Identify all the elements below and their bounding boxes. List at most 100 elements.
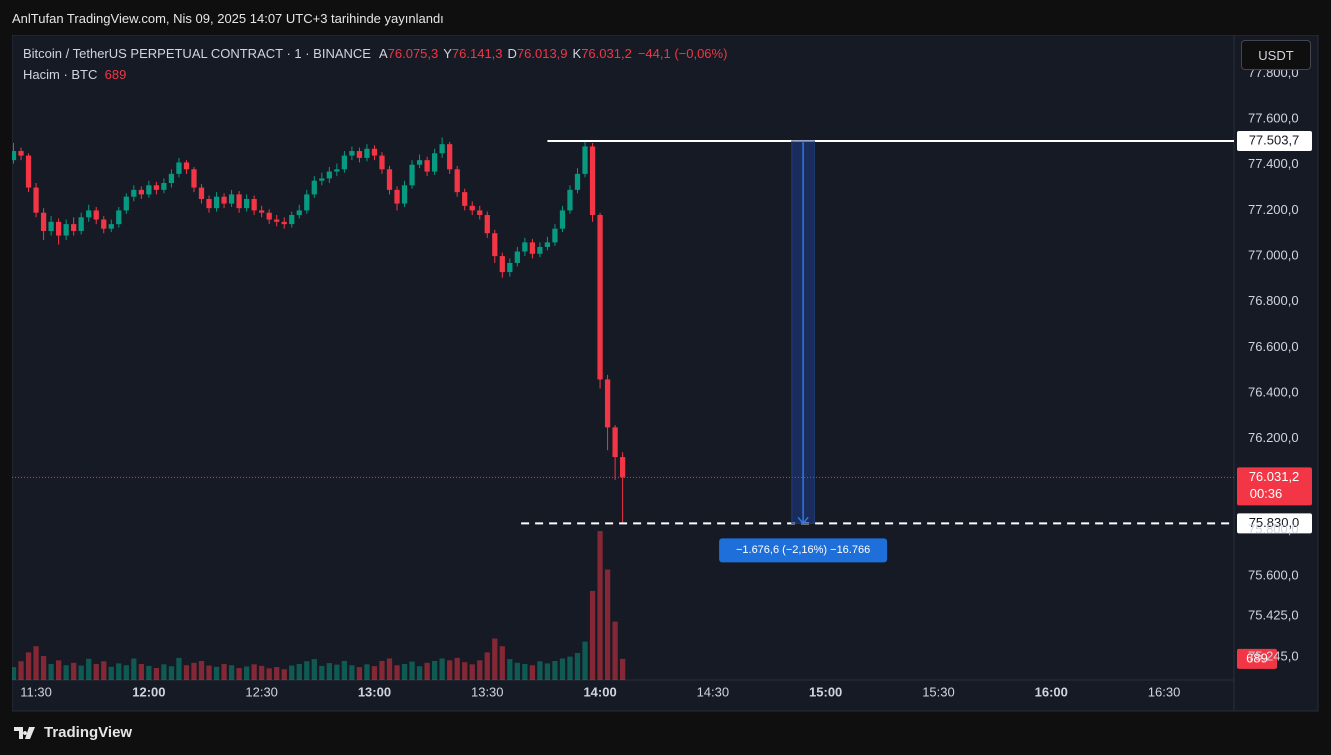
volume-bar — [431, 660, 438, 680]
volume-bar — [499, 646, 505, 680]
volume-bar — [213, 666, 220, 680]
volume-bar — [183, 665, 190, 680]
candle-body — [499, 256, 505, 273]
volume-bar — [161, 664, 167, 680]
volume-bar — [304, 661, 310, 680]
y-tick-label: 75.245,0 — [1248, 648, 1299, 663]
candle-body — [55, 221, 62, 236]
candle-body — [251, 198, 257, 211]
volume-bar — [492, 638, 498, 680]
candle-body — [484, 214, 490, 234]
ohlc-label: K — [572, 46, 582, 61]
candle-body — [86, 210, 92, 218]
candle-body — [514, 251, 520, 263]
candle-body — [522, 242, 528, 252]
volume-bar — [326, 663, 332, 680]
price-tag-text: 77.503,7 — [1249, 132, 1300, 147]
candle-body — [552, 228, 558, 243]
candle-body — [168, 173, 175, 184]
candle-body — [236, 194, 242, 209]
volume-bar — [409, 661, 415, 680]
ohlc-value: 76.031,2 — [581, 46, 632, 61]
candle-body — [559, 210, 566, 229]
volume-label: Hacim · BTC — [23, 67, 98, 82]
y-tick-label: 76.400,0 — [1248, 385, 1299, 400]
volume-bar — [529, 665, 536, 680]
volume-bar — [544, 663, 551, 680]
candle-body — [394, 189, 400, 204]
candle-body — [424, 160, 430, 172]
volume-bar — [266, 668, 272, 680]
currency-button[interactable]: USDT — [1241, 40, 1311, 70]
x-tick-label: 12:30 — [245, 684, 278, 699]
candle-body — [462, 192, 468, 206]
volume-bar — [289, 665, 295, 680]
candle-body — [439, 144, 445, 154]
candle-body — [447, 144, 453, 170]
candle-body — [266, 212, 272, 220]
volume-bar — [63, 665, 69, 680]
volume-bar — [319, 665, 325, 680]
candle-body — [221, 196, 227, 204]
volume-bar — [514, 662, 520, 680]
candle-body — [529, 242, 536, 254]
volume-bar — [93, 664, 99, 680]
candle-body — [469, 205, 475, 211]
y-tick-label: 75.600,0 — [1248, 567, 1299, 582]
volume-bar — [364, 664, 370, 680]
candle-body — [33, 187, 39, 213]
volume-bar — [507, 659, 513, 680]
candle-body — [431, 153, 438, 172]
volume-bar — [138, 664, 144, 680]
candle-body — [206, 198, 212, 209]
volume-bar — [108, 666, 114, 680]
x-tick-label: 14:00 — [583, 684, 616, 699]
volume-bar — [454, 657, 460, 680]
candle-body — [597, 214, 603, 380]
candle-body — [18, 151, 24, 156]
y-tick-label: 77.200,0 — [1248, 202, 1299, 217]
volume-bar — [228, 665, 235, 680]
candle-body — [131, 189, 137, 197]
y-tick-label: 76.600,0 — [1248, 339, 1299, 354]
price-tag — [1237, 513, 1312, 534]
candle-body — [567, 189, 573, 211]
countdown: 00:36 — [1250, 486, 1283, 501]
change: −44,1 (−0,06%) — [637, 46, 728, 61]
candle-body — [341, 155, 348, 170]
x-tick-label: 15:00 — [809, 684, 842, 699]
candle-body — [507, 262, 513, 273]
volume-bar — [146, 665, 152, 680]
candle-body — [198, 187, 205, 199]
x-tick-label: 12:00 — [132, 684, 165, 699]
volume-bar — [484, 652, 490, 680]
candle-body — [116, 210, 122, 225]
volume-bar — [559, 658, 566, 680]
candle-body — [146, 185, 152, 195]
candle-body — [409, 164, 415, 186]
candle-body — [289, 214, 295, 225]
price-tag-text: 75.830,0 — [1249, 515, 1300, 530]
ohlc-value: 76.013,9 — [516, 46, 568, 61]
volume-bar — [477, 660, 483, 680]
candle-body — [537, 246, 543, 254]
candle-body — [604, 379, 611, 428]
candle-body — [454, 169, 460, 193]
volume-bar — [619, 658, 626, 680]
volume-bar — [604, 569, 611, 680]
candle-body — [386, 169, 393, 190]
measure-label: −1.676,6 (−2,16%) −16.766 — [736, 544, 870, 556]
volume-bar — [552, 660, 558, 680]
legend: Bitcoin / TetherUS PERPETUAL CONTRACT · … — [23, 45, 727, 87]
x-tick-label: 16:30 — [1148, 684, 1181, 699]
candle-body — [619, 457, 626, 478]
volume-bar — [296, 664, 302, 680]
ohlc-label: D — [507, 46, 517, 61]
y-tick-label: 76.200,0 — [1248, 430, 1299, 445]
volume-bar — [401, 664, 408, 680]
candle-body — [349, 151, 355, 156]
candle-body — [93, 210, 99, 220]
volume-bar — [574, 652, 581, 680]
volume-bar — [101, 661, 107, 680]
volume-bar — [416, 666, 423, 680]
